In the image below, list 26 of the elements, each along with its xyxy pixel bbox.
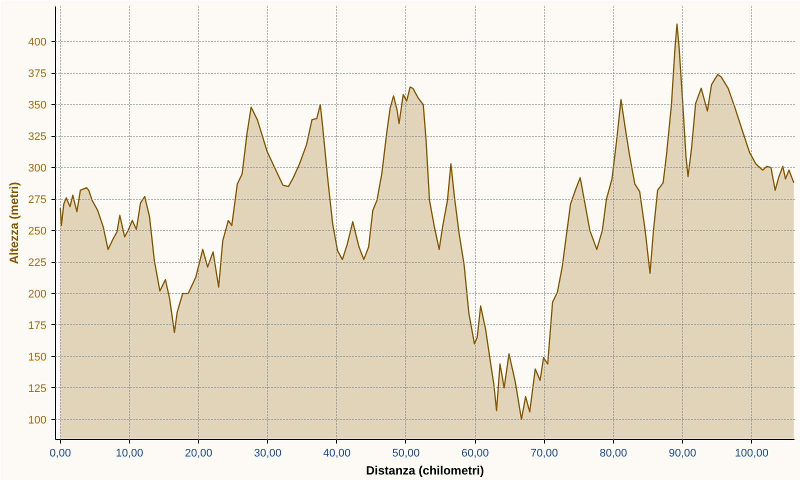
- y-tick-label: 400: [28, 36, 47, 49]
- y-tick-label: 300: [28, 162, 47, 175]
- y-tick-label: 325: [28, 131, 47, 144]
- y-tick-label: 350: [28, 100, 47, 112]
- y-tick-label: 250: [28, 226, 47, 238]
- x-tick-label: 60,00: [461, 448, 489, 460]
- y-tick-label: 200: [28, 288, 47, 300]
- y-tick-label: 150: [28, 351, 47, 364]
- y-tick-label: 225: [28, 257, 47, 270]
- y-tick-label: 275: [28, 194, 47, 206]
- y-tick-label: 175: [28, 320, 47, 332]
- x-tick-label: 80,00: [600, 448, 628, 460]
- x-tick-label: 30,00: [254, 448, 282, 460]
- x-tick-label: 50,00: [392, 448, 420, 460]
- y-tick-label: 125: [28, 382, 47, 395]
- y-axis-title: Altezza (metri): [7, 182, 22, 264]
- x-tick-label: 100,00: [734, 448, 768, 460]
- x-tick-label: 20,00: [184, 448, 212, 460]
- x-axis-title: Distanza (chilometri): [366, 464, 484, 478]
- x-tick-label: 10,00: [116, 448, 144, 460]
- x-tick-label: 0,00: [50, 448, 72, 460]
- x-tick-label: 70,00: [530, 448, 558, 460]
- x-tick-label: 90,00: [668, 448, 696, 460]
- y-tick-label: 375: [28, 68, 47, 80]
- y-tick-label: 100: [28, 414, 47, 426]
- x-tick-label: 40,00: [323, 448, 351, 460]
